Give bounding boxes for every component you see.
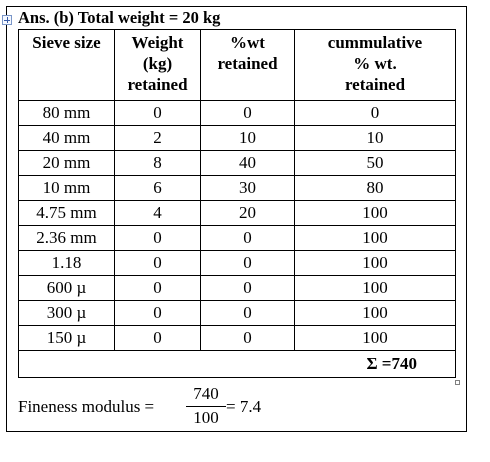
cell-sieve-size: 10 mm xyxy=(18,175,115,201)
header-weight: Weight (kg) retained xyxy=(114,29,201,101)
formula-result: = 7.4 xyxy=(226,397,262,416)
formula-fraction: 740 100 xyxy=(186,384,226,428)
fraction-bar xyxy=(186,406,226,407)
cell-pct: 0 xyxy=(200,325,295,351)
cell-sieve-size: 2.36 mm xyxy=(18,225,115,251)
table-row: 80 mm 0 0 0 xyxy=(18,100,456,126)
table-row: 1.18 0 0 100 xyxy=(18,250,456,276)
cell-cumulative: 100 xyxy=(294,250,456,276)
table-row: 600 µ 0 0 100 xyxy=(18,275,456,301)
cell-pct: 10 xyxy=(200,125,295,151)
table-row: 300 µ 0 0 100 xyxy=(18,300,456,326)
sum-row: Σ =740 xyxy=(18,350,456,378)
formula-label: Fineness modulus = xyxy=(18,397,155,416)
total-weight-text: Total weight = 20 kg xyxy=(77,8,221,27)
table-header-row: Sieve size Weight (kg) retained %wt reta… xyxy=(18,29,456,101)
table-row: 4.75 mm 4 20 100 xyxy=(18,200,456,226)
cell-weight: 0 xyxy=(114,300,201,326)
table-row: 150 µ 0 0 100 xyxy=(18,325,456,351)
cell-cumulative: 100 xyxy=(294,275,456,301)
cell-pct: 30 xyxy=(200,175,295,201)
header-weight-line2: (kg) xyxy=(142,54,173,73)
cell-cumulative: 50 xyxy=(294,150,456,176)
cell-weight: 6 xyxy=(114,175,201,201)
header-pct-line2: retained xyxy=(217,54,278,73)
cell-sieve-size: 40 mm xyxy=(18,125,115,151)
cell-pct: 0 xyxy=(200,225,295,251)
cell-sieve-size: 80 mm xyxy=(18,100,115,126)
cell-cumulative: 100 xyxy=(294,300,456,326)
answer-label: Ans. (b) xyxy=(18,8,74,27)
table-row: 40 mm 2 10 10 xyxy=(18,125,456,151)
sum-total: Σ =740 xyxy=(18,350,456,378)
answer-heading: Ans. (b) Total weight = 20 kg xyxy=(18,9,220,27)
cell-sieve-size: 1.18 xyxy=(18,250,115,276)
table-move-handle-icon[interactable] xyxy=(2,15,12,25)
cell-sieve-size: 300 µ xyxy=(18,300,115,326)
cell-weight: 8 xyxy=(114,150,201,176)
cell-pct: 20 xyxy=(200,200,295,226)
cell-pct: 0 xyxy=(200,275,295,301)
cell-cumulative: 0 xyxy=(294,100,456,126)
cell-weight: 0 xyxy=(114,250,201,276)
table-row: 10 mm 6 30 80 xyxy=(18,175,456,201)
header-weight-line3: retained xyxy=(127,75,188,94)
cell-pct: 0 xyxy=(200,250,295,276)
cell-sieve-size: 600 µ xyxy=(18,275,115,301)
header-cum-line1: cummulative xyxy=(327,33,423,52)
cell-cumulative: 100 xyxy=(294,325,456,351)
header-pct-line1: %wt xyxy=(230,33,265,52)
cell-weight: 0 xyxy=(114,275,201,301)
formula-numerator: 740 xyxy=(193,384,219,403)
cell-pct: 40 xyxy=(200,150,295,176)
cell-sieve-size: 20 mm xyxy=(18,150,115,176)
header-sieve-size-text: Sieve size xyxy=(32,33,101,52)
table-row: 2.36 mm 0 0 100 xyxy=(18,225,456,251)
formula-denominator: 100 xyxy=(193,408,219,427)
cell-sieve-size: 4.75 mm xyxy=(18,200,115,226)
cell-weight: 0 xyxy=(114,225,201,251)
header-cumulative: cummulative % wt. retained xyxy=(294,29,456,101)
header-pct-retained: %wt retained xyxy=(200,29,295,101)
cell-weight: 0 xyxy=(114,100,201,126)
header-sieve-size: Sieve size xyxy=(18,29,115,101)
cell-weight: 2 xyxy=(114,125,201,151)
cell-weight: 0 xyxy=(114,325,201,351)
header-cum-line2: % wt. xyxy=(353,54,397,73)
header-weight-line1: Weight xyxy=(131,33,184,52)
table-row: 20 mm 8 40 50 xyxy=(18,150,456,176)
cell-cumulative: 80 xyxy=(294,175,456,201)
cell-weight: 4 xyxy=(114,200,201,226)
table-resize-handle-icon[interactable] xyxy=(455,380,460,385)
cell-cumulative: 100 xyxy=(294,225,456,251)
sieve-analysis-table: Sieve size Weight (kg) retained %wt reta… xyxy=(18,29,456,378)
header-cum-line3: retained xyxy=(344,75,406,94)
cell-cumulative: 100 xyxy=(294,200,456,226)
cell-pct: 0 xyxy=(200,300,295,326)
cell-pct: 0 xyxy=(200,100,295,126)
cell-sieve-size: 150 µ xyxy=(18,325,115,351)
cell-cumulative: 10 xyxy=(294,125,456,151)
answer-box xyxy=(6,6,467,432)
